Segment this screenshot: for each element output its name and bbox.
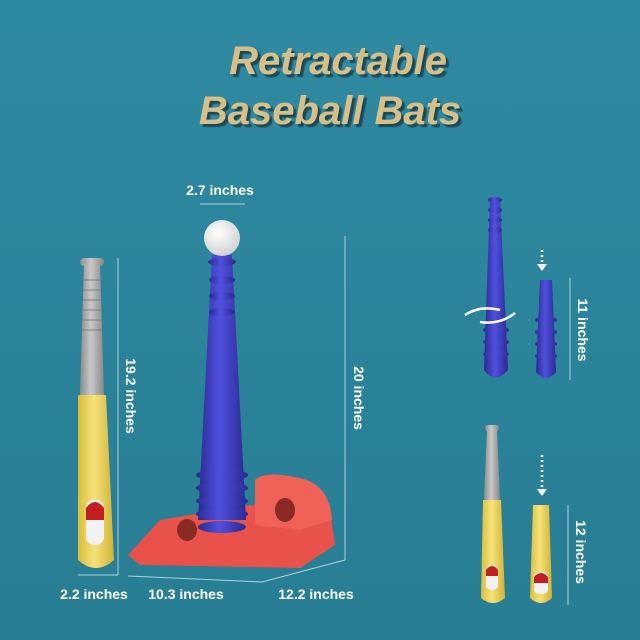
tee-height-label: 20 inches xyxy=(351,366,367,430)
title-line-1: Retractable xyxy=(229,39,447,83)
yellow-gray-bat xyxy=(78,258,114,568)
title-line-2: Baseball Bats xyxy=(199,89,461,133)
bat-width-label: 2.2 inches xyxy=(60,586,128,602)
ball-width-label: 2.7 inches xyxy=(186,182,254,198)
batting-tee xyxy=(128,220,335,568)
yellow-section-label: 12 inches xyxy=(573,520,589,584)
blue-section-label: 11 inches xyxy=(575,298,591,361)
bat-length-label: 19.2 inches xyxy=(123,358,139,434)
headline: Retractable Baseball Bats xyxy=(199,39,461,133)
base-width-label: 10.3 inches xyxy=(148,586,224,602)
blue-bat-assembly xyxy=(464,197,557,378)
base-depth-label: 12.2 inches xyxy=(278,586,354,602)
rotate-arrow-icon xyxy=(464,307,501,317)
yellow-bat-assembly xyxy=(481,425,552,603)
ball xyxy=(204,220,240,256)
